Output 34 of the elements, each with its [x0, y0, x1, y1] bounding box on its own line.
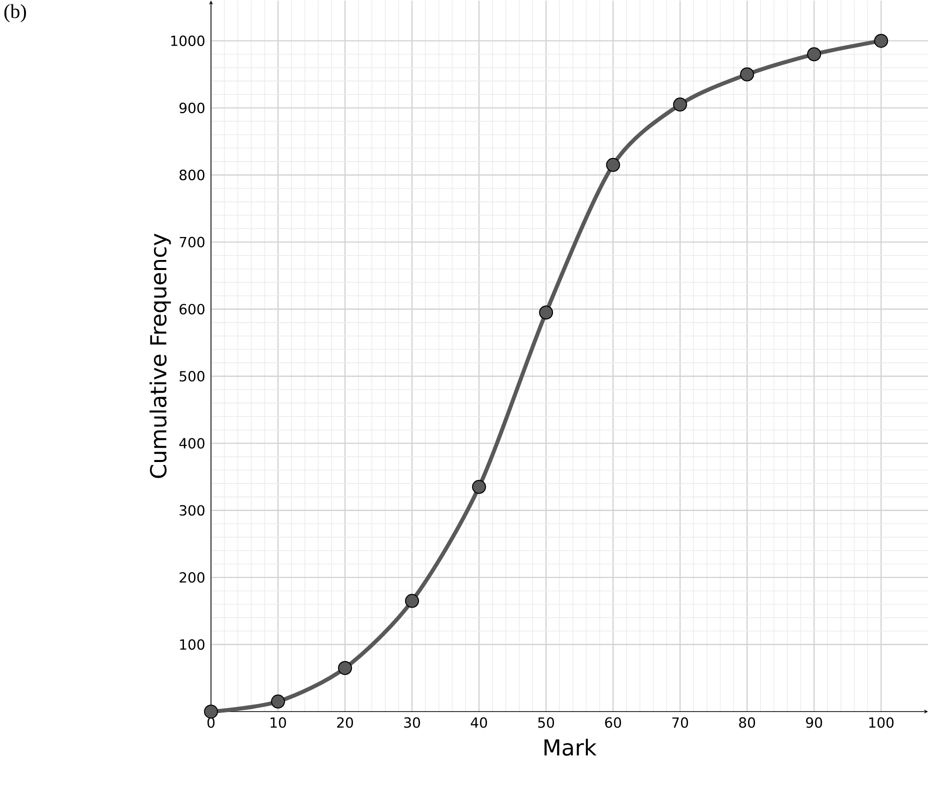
y-tick-label: 900 — [179, 102, 204, 114]
x-tick-label: 30 — [404, 717, 420, 728]
point — [204, 704, 218, 719]
x-tick-label: 70 — [672, 717, 688, 728]
point — [539, 306, 554, 320]
x-tick-label: 20 — [337, 717, 353, 728]
point — [338, 661, 352, 676]
point — [673, 98, 688, 112]
text: (b) — [4, 4, 26, 22]
y-tick-label: 600 — [180, 304, 204, 315]
point — [606, 158, 620, 172]
point — [472, 480, 486, 494]
y-tick-label: 200 — [180, 572, 204, 583]
point — [807, 47, 822, 62]
y-tick-label: 300 — [180, 505, 204, 516]
point — [874, 34, 888, 48]
x-tick-label: 100 — [869, 717, 894, 728]
point — [271, 694, 286, 709]
x-tick-label: 10 — [270, 717, 286, 728]
y-tick-label: 100 — [180, 639, 204, 650]
x-tick-label: 60 — [605, 717, 622, 728]
y-tick-label: 1000 — [171, 36, 204, 46]
point — [740, 68, 754, 82]
y-tick-label: 400 — [179, 438, 204, 449]
y-tick-label: 500 — [180, 371, 204, 382]
point — [405, 594, 420, 608]
x-tick-label: 80 — [739, 717, 756, 728]
x-tick-label: 40 — [470, 717, 488, 728]
y-tick-label: 800 — [180, 170, 204, 180]
x-tick-label: 50 — [538, 717, 554, 728]
y-tick-label: 700 — [180, 236, 204, 248]
x-tick-label: 90 — [806, 717, 822, 728]
y-axis-title: Cumulative Frequency — [150, 234, 171, 478]
x-axis-title: Mark — [544, 738, 597, 756]
